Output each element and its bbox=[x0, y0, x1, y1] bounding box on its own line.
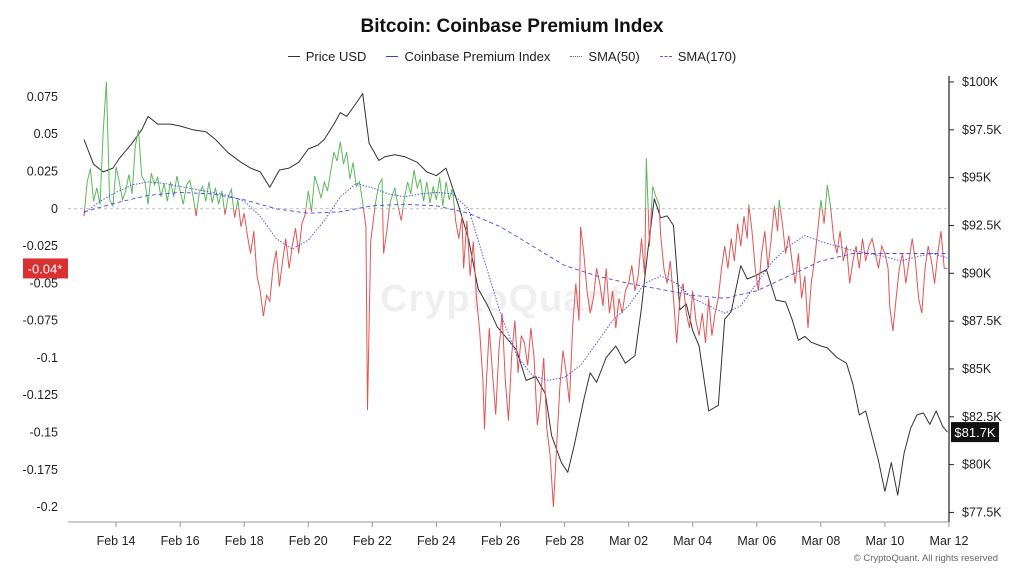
y-right-tick-label: $100K bbox=[962, 75, 999, 89]
y-right-tick-label: $87.5K bbox=[962, 314, 1002, 328]
current-premium-label: -0.04* bbox=[28, 261, 63, 276]
y-left-tick-label: 0 bbox=[51, 202, 58, 216]
x-tick-label: Feb 28 bbox=[545, 534, 584, 548]
x-tick-label: Feb 26 bbox=[481, 534, 520, 548]
y-left-tick-label: -0.075 bbox=[23, 314, 58, 328]
legend-swatch-sma50 bbox=[570, 56, 583, 57]
legend-label: SMA(170) bbox=[677, 49, 737, 64]
current-price-label: $81.7K bbox=[954, 425, 996, 440]
current-price-badge bbox=[951, 422, 999, 443]
y-right-tick-label: $82.5K bbox=[962, 410, 1002, 424]
legend-label: Coinbase Premium Index bbox=[404, 49, 551, 64]
y-left-tick-label: 0.075 bbox=[27, 90, 58, 104]
y-right-tick-label: $77.5K bbox=[962, 505, 1002, 519]
legend-sma50[interactable]: SMA(50) bbox=[570, 49, 640, 64]
y-left-tick-label: -0.025 bbox=[23, 239, 58, 253]
watermark: CryptoQuant bbox=[380, 278, 624, 320]
chart-title: Bitcoin: Coinbase Premium Index bbox=[360, 16, 664, 37]
x-tick-label: Mar 02 bbox=[609, 534, 648, 548]
legend-premium-index[interactable]: Coinbase Premium Index bbox=[386, 49, 550, 64]
x-tick-label: Mar 04 bbox=[673, 534, 712, 548]
y-left-tick-label: -0.15 bbox=[30, 426, 59, 440]
legend-price-usd[interactable]: Price USD bbox=[287, 49, 367, 64]
x-tick-label: Feb 18 bbox=[225, 534, 264, 548]
chart-legend: Price USD Coinbase Premium Index SMA(50)… bbox=[0, 49, 1024, 64]
premium-index-positive-line bbox=[84, 81, 832, 209]
x-tick-label: Mar 12 bbox=[930, 534, 969, 548]
sma170-line bbox=[83, 191, 948, 299]
legend-swatch-price bbox=[287, 56, 300, 57]
y-left-tick-label: 0.05 bbox=[34, 127, 58, 141]
y-left-tick-label: -0.2 bbox=[36, 500, 58, 514]
legend-swatch-sma170 bbox=[659, 56, 672, 57]
current-premium-badge bbox=[23, 258, 68, 279]
x-tick-label: Feb 24 bbox=[417, 534, 456, 548]
premium-index-negative-line bbox=[83, 208, 948, 508]
legend-label: Price USD bbox=[305, 49, 367, 64]
x-tick-label: Mar 08 bbox=[801, 534, 840, 548]
y-right-tick-label: $97.5K bbox=[962, 123, 1002, 137]
y-left-tick-label: -0.175 bbox=[23, 463, 58, 477]
y-right-tick-label: $95K bbox=[962, 171, 992, 185]
legend-label: SMA(50) bbox=[588, 49, 640, 64]
y-left-tick-label: -0.1 bbox=[36, 351, 58, 365]
x-tick-label: Mar 10 bbox=[865, 534, 904, 548]
x-tick-label: Feb 14 bbox=[97, 534, 136, 548]
x-tick-label: Feb 20 bbox=[289, 534, 328, 548]
y-left-tick-label: -0.05 bbox=[30, 276, 59, 290]
y-right-tick-label: $85K bbox=[962, 362, 992, 376]
y-right-tick-label: $92.5K bbox=[962, 218, 1002, 232]
y-left-tick-label: 0.025 bbox=[27, 164, 58, 178]
price-usd-line bbox=[83, 93, 948, 496]
x-tick-label: Mar 06 bbox=[737, 534, 776, 548]
y-right-tick-label: $90K bbox=[962, 266, 992, 280]
sma50-line bbox=[83, 181, 948, 381]
legend-swatch-premium bbox=[386, 56, 399, 57]
x-tick-label: Feb 16 bbox=[161, 534, 200, 548]
x-tick-label: Feb 22 bbox=[353, 534, 392, 548]
y-left-tick-label: -0.125 bbox=[23, 388, 58, 402]
y-right-tick-label: $80K bbox=[962, 458, 992, 472]
copyright-credit: © CryptoQuant. All rights reserved bbox=[853, 553, 998, 564]
legend-sma170[interactable]: SMA(170) bbox=[659, 49, 737, 64]
